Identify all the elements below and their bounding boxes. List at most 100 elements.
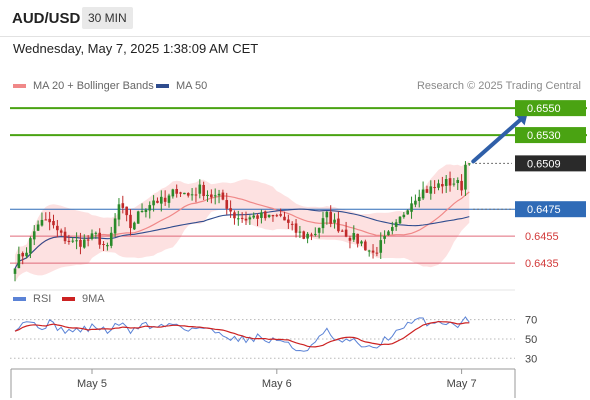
candle-29 (125, 206, 128, 222)
candle-79 (317, 227, 321, 239)
candle-7 (40, 212, 44, 227)
legend-ma50: MA 50 (156, 80, 207, 92)
candle-47 (194, 187, 198, 203)
candle-88 (352, 225, 356, 242)
candle-48 (198, 179, 202, 199)
candle-3 (25, 247, 28, 259)
legend-ma50-swatch (156, 84, 169, 88)
candle-15 (71, 237, 75, 243)
candle-83 (333, 213, 336, 229)
candle-63 (256, 213, 259, 227)
candle-117 (464, 161, 467, 196)
chart-header: AUD/USD 30 MIN (0, 0, 590, 37)
legend-ma20-label: MA 20 + Bollinger Bands (33, 80, 154, 92)
candle-97 (387, 230, 390, 236)
candle-51 (210, 189, 213, 204)
candle-77 (310, 232, 313, 241)
candle-45 (186, 192, 190, 198)
candle-12 (59, 228, 63, 237)
candle-76 (306, 232, 309, 244)
candle-81 (325, 211, 329, 225)
candle-109 (433, 180, 436, 194)
candle-24 (106, 242, 109, 251)
candle-104 (414, 194, 417, 208)
chart-datetime: Wednesday, May 7, 2025 1:38:09 AM CET (13, 41, 259, 56)
candle-96 (383, 230, 386, 244)
candle-9 (48, 211, 51, 231)
candle-13 (63, 227, 67, 245)
candle-55 (225, 192, 229, 215)
candle-4 (29, 236, 32, 259)
candle-41 (171, 188, 175, 199)
candle-92 (367, 249, 371, 257)
candle-78 (314, 227, 317, 237)
candle-43 (179, 191, 182, 198)
candle-67 (271, 214, 275, 222)
resistance-label-0: 0.6550 (527, 103, 561, 115)
rsi-tick-30: 30 (525, 353, 537, 365)
candle-62 (252, 212, 255, 220)
forecast-arrow-head (515, 113, 528, 126)
legend-rsi-swatch (13, 297, 26, 301)
candle-108 (429, 180, 433, 200)
time-label-1: May 6 (262, 378, 292, 390)
candle-16 (75, 232, 78, 250)
candles (13, 161, 471, 282)
rsi-line (14, 316, 470, 352)
candle-17 (79, 232, 82, 255)
candle-49 (202, 181, 205, 201)
rsi-tick-70: 70 (525, 315, 537, 327)
legend-rsi: RSI (13, 293, 51, 305)
candle-34 (144, 208, 148, 218)
candle-20 (90, 229, 94, 241)
candle-61 (248, 215, 252, 225)
candle-66 (267, 214, 271, 219)
candle-94 (375, 246, 379, 257)
time-label-2: May 7 (447, 378, 477, 390)
candle-116 (460, 174, 463, 196)
time-axis: May 5 May 6 May 7 (10, 368, 516, 398)
time-label-0: May 5 (77, 378, 107, 390)
candle-105 (417, 189, 421, 208)
support-label-5: 0.6435 (525, 258, 559, 270)
candle-59 (240, 212, 244, 223)
candle-39 (163, 190, 167, 206)
candle-118 (468, 163, 471, 166)
candle-112 (444, 174, 448, 193)
legend-ma20: MA 20 + Bollinger Bands (13, 80, 154, 92)
candle-44 (183, 192, 186, 195)
candle-90 (360, 240, 363, 247)
candle-32 (136, 210, 140, 224)
legend-rsi-ma: 9MA (62, 293, 105, 305)
candle-38 (160, 190, 163, 212)
candle-28 (121, 195, 125, 214)
candle-106 (421, 181, 425, 201)
candle-36 (152, 195, 155, 212)
resistance-label-box-1 (515, 127, 586, 144)
candle-23 (102, 241, 105, 252)
candle-80 (321, 211, 325, 234)
candle-110 (437, 179, 440, 191)
candle-95 (379, 232, 383, 259)
rsi-tick-50: 50 (525, 334, 537, 346)
legend-ma20-swatch (13, 84, 26, 88)
candle-115 (456, 177, 460, 191)
candle-107 (425, 185, 429, 194)
candle-53 (217, 189, 221, 204)
candle-89 (356, 233, 359, 248)
timeframe-button[interactable]: 30 MIN (82, 7, 133, 29)
candle-52 (213, 188, 217, 205)
candle-68 (275, 213, 279, 218)
bollinger-band-area (15, 161, 470, 282)
candle-70 (283, 211, 286, 221)
candle-2 (21, 251, 24, 265)
rsi-ma-line (14, 320, 470, 348)
candle-102 (406, 209, 409, 215)
candle-30 (129, 208, 132, 236)
candle-73 (294, 219, 298, 238)
candle-85 (340, 229, 344, 232)
candle-46 (190, 188, 194, 201)
candle-93 (371, 244, 375, 259)
legend-rsi-ma-label: 9MA (82, 293, 105, 305)
